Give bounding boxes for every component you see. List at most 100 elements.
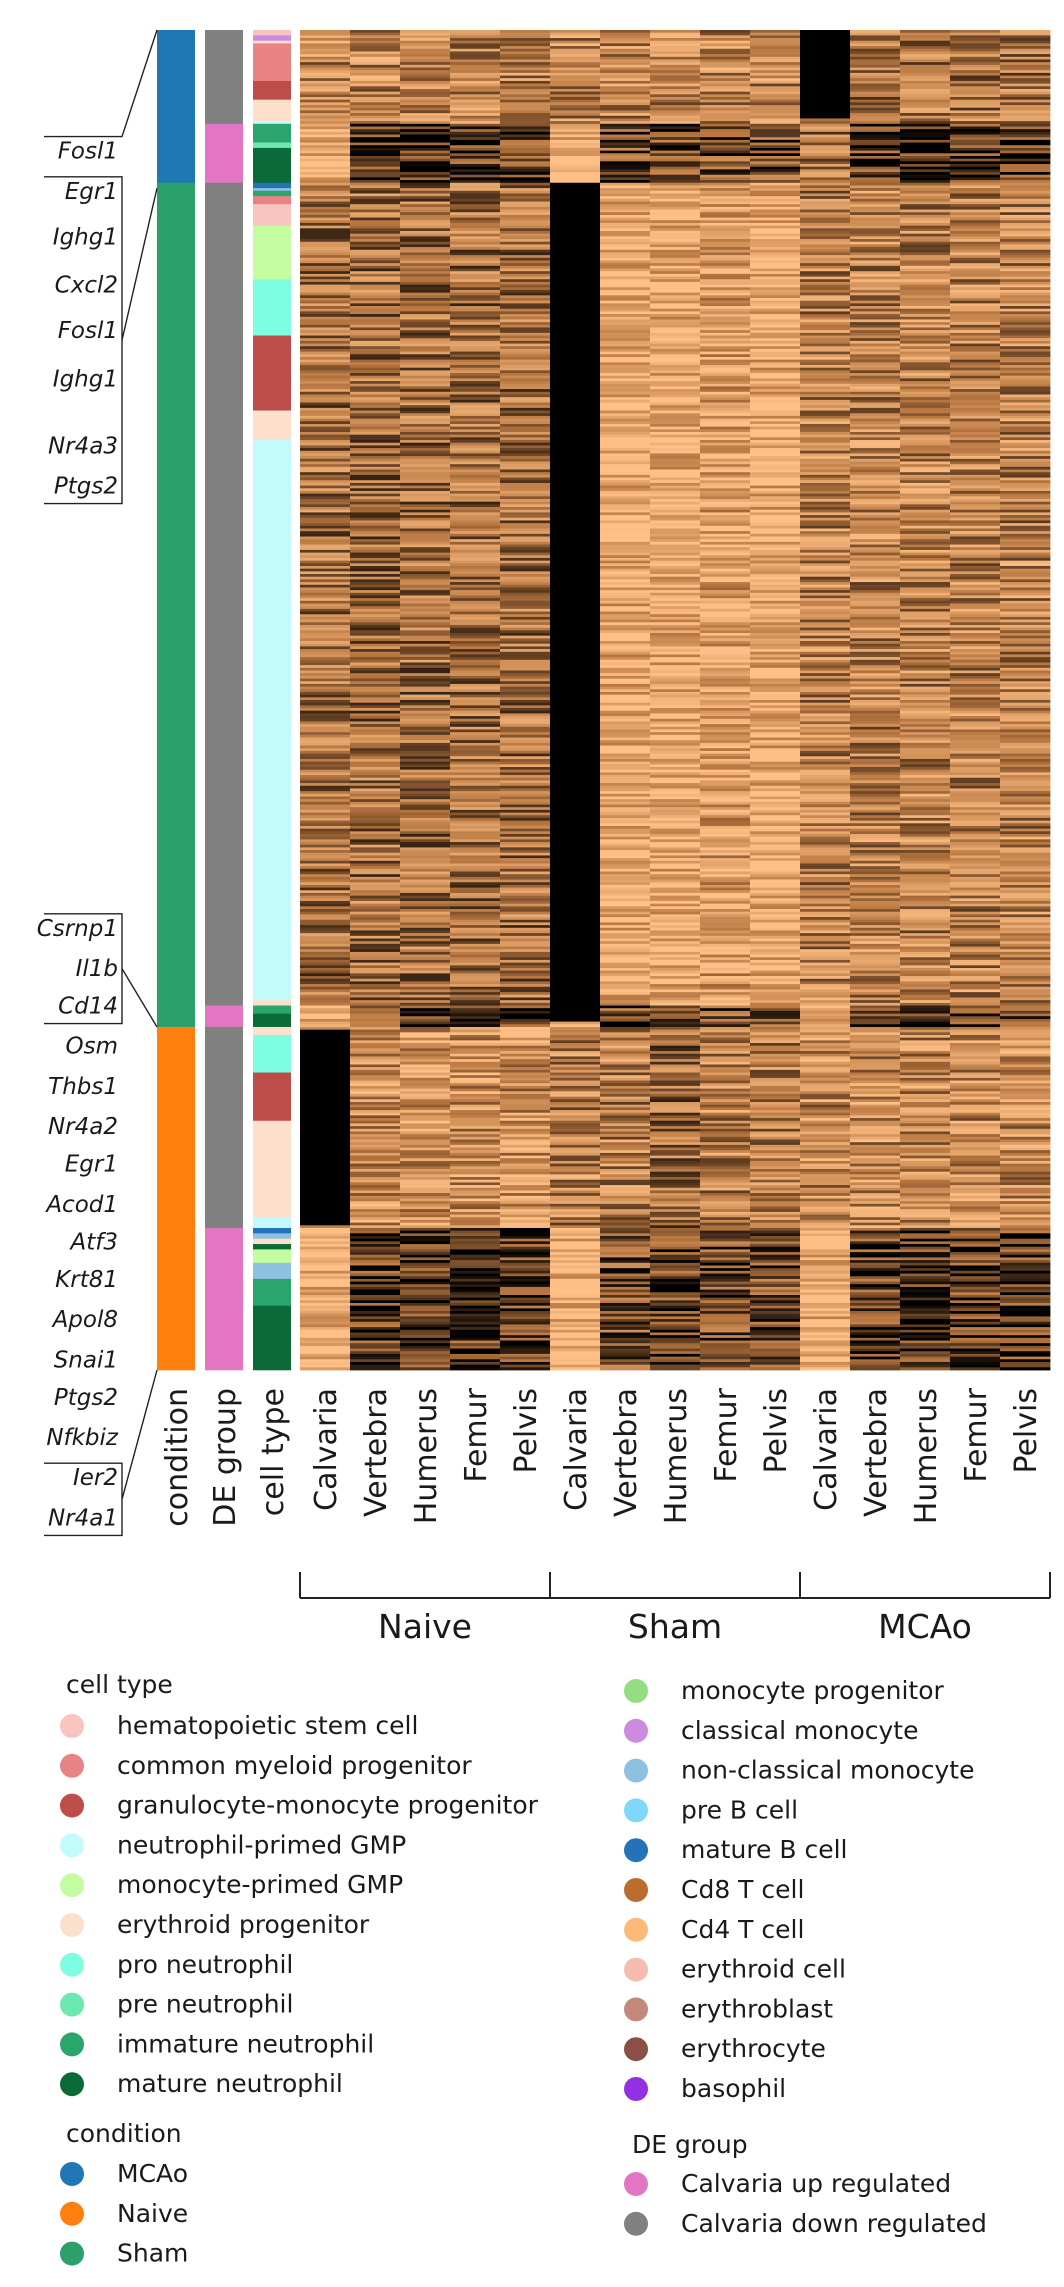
heatmap-cell	[300, 121, 351, 125]
heatmap-cell	[300, 1327, 351, 1331]
heatmap-cell	[350, 482, 401, 486]
heatmap-cell	[300, 1353, 351, 1357]
heatmap-cell	[350, 1305, 401, 1309]
heatmap-cell	[450, 1241, 501, 1245]
heatmap-cell	[550, 879, 601, 883]
heatmap-cell	[650, 1142, 701, 1146]
heatmap-cell	[400, 405, 451, 409]
heatmap-cell	[600, 113, 651, 117]
heatmap-cell	[700, 584, 751, 588]
heatmap-cell	[750, 574, 801, 578]
heatmap-cell	[400, 1032, 451, 1036]
heatmap-cell	[300, 472, 351, 476]
heatmap-cell	[450, 1257, 501, 1261]
heatmap-cell	[400, 490, 451, 495]
heatmap-cell	[700, 1335, 751, 1339]
heatmap-cell	[750, 651, 801, 655]
heatmap-cell	[650, 83, 701, 87]
heatmap-cell	[350, 306, 401, 310]
heatmap-cell	[650, 571, 701, 575]
heatmap-cell	[650, 1139, 701, 1143]
heatmap-cell	[450, 1209, 501, 1213]
heatmap-cell	[500, 686, 551, 690]
heatmap-cell	[450, 214, 501, 218]
heatmap-cell	[500, 1093, 551, 1098]
heatmap-cell	[400, 879, 451, 883]
heatmap-cell	[300, 1284, 351, 1288]
heatmap-cell	[400, 78, 451, 82]
heatmap-cell	[500, 142, 551, 146]
heatmap-cell	[650, 1225, 701, 1229]
heatmap-cell	[750, 1152, 801, 1156]
heatmap-cell	[600, 469, 651, 473]
heatmap-cell	[350, 38, 401, 42]
heatmap-cell	[350, 906, 401, 910]
heatmap-cell	[450, 113, 501, 117]
heatmap-cell	[700, 222, 751, 227]
heatmap-cell	[500, 842, 551, 846]
heatmap-cell	[600, 1026, 651, 1031]
heatmap-cell	[350, 758, 401, 763]
heatmap-cell	[500, 876, 551, 880]
heatmap-cell	[500, 386, 551, 390]
heatmap-cell	[500, 322, 551, 326]
heatmap-cell	[650, 606, 701, 610]
heatmap-cell	[400, 1110, 451, 1114]
heatmap-cell	[750, 1037, 801, 1041]
heatmap-cell	[750, 249, 801, 253]
heatmap-cell	[500, 574, 551, 578]
heatmap-cell	[450, 724, 501, 728]
heatmap-cell	[700, 1190, 751, 1194]
heatmap-cell	[450, 182, 501, 186]
heatmap-cell	[700, 1002, 751, 1006]
heatmap-cell	[450, 576, 501, 580]
heatmap-cell	[550, 767, 601, 771]
heatmap-cell	[300, 54, 351, 58]
heatmap-cell	[300, 255, 351, 259]
heatmap-cell	[300, 185, 351, 189]
heatmap-cell	[700, 105, 751, 109]
heatmap-cell	[700, 134, 751, 138]
heatmap-cell	[700, 150, 751, 154]
heatmap-cell	[650, 509, 701, 513]
heatmap-cell	[650, 332, 701, 336]
heatmap-cell	[600, 1126, 651, 1130]
heatmap-cell	[700, 75, 751, 79]
heatmap-cell	[550, 643, 601, 647]
heatmap-cell	[600, 51, 651, 55]
heatmap-cell	[400, 222, 451, 227]
heatmap-cell	[500, 134, 551, 138]
heatmap-cell	[600, 99, 651, 103]
heatmap-cell	[650, 1018, 701, 1022]
heatmap-cell	[600, 659, 651, 663]
heatmap-cell	[650, 383, 701, 387]
heatmap-cell	[650, 697, 701, 701]
heatmap-cell	[300, 448, 351, 452]
heatmap-cell	[550, 166, 601, 170]
heatmap-cell	[650, 1059, 701, 1063]
heatmap-cell	[300, 1032, 351, 1036]
heatmap-cell	[300, 635, 351, 639]
heatmap-cell	[750, 726, 801, 730]
heatmap-cell	[650, 247, 701, 251]
heatmap-cell	[400, 303, 451, 307]
heatmap-cell	[400, 531, 451, 535]
heatmap-cell	[350, 241, 401, 245]
heatmap-cell	[750, 370, 801, 374]
heatmap-cell	[400, 740, 451, 744]
heatmap-cell	[400, 890, 451, 894]
heatmap-cell	[500, 606, 551, 610]
heatmap-cell	[300, 64, 351, 68]
heatmap-cell	[600, 351, 651, 355]
heatmap-cell	[650, 212, 701, 216]
heatmap-cell	[700, 48, 751, 52]
heatmap-cell	[300, 105, 351, 109]
heatmap-cell	[500, 962, 551, 966]
heatmap-cell	[400, 1238, 451, 1242]
heatmap-cell	[450, 517, 501, 521]
heatmap-cell	[550, 678, 601, 682]
heatmap-cell	[650, 1329, 701, 1333]
heatmap-cell	[450, 292, 501, 296]
heatmap-cell	[650, 850, 701, 854]
heatmap-cell	[500, 105, 551, 109]
